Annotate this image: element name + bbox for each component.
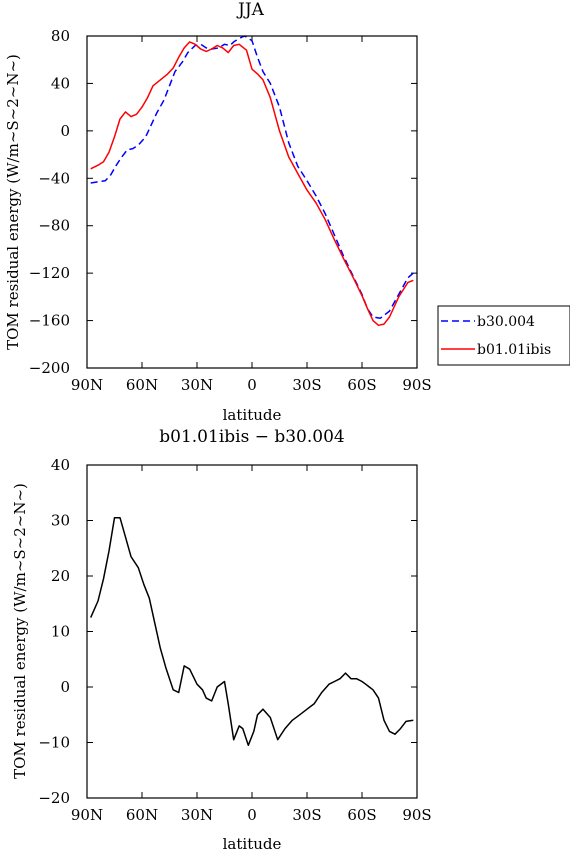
x-tick-label: 30S <box>292 806 321 824</box>
bottom-axis-ticks <box>86 464 418 799</box>
x-tick-label: 0 <box>247 806 257 824</box>
x-tick-label: 90S <box>402 806 431 824</box>
y-tick-label: −120 <box>29 264 70 282</box>
y-tick-label: 10 <box>51 623 70 641</box>
x-tick-label: 30S <box>292 376 321 394</box>
y-tick-label: 40 <box>51 456 70 474</box>
y-tick-label: −40 <box>38 169 70 187</box>
legend-label-b30: b30.004 <box>477 314 535 330</box>
x-tick-label: 90N <box>71 376 103 394</box>
legend: b30.004 b01.01ibis <box>437 305 570 366</box>
plot-frame <box>86 35 418 369</box>
legend-label-ibis: b01.01ibis <box>477 342 551 358</box>
top-series-group <box>90 35 414 327</box>
x-axis-label: latitude <box>223 835 282 851</box>
y-tick-label: 0 <box>60 122 70 140</box>
y-axis-label: TOM residual energy (W/m~S~2~N~) <box>4 54 22 350</box>
legend-box <box>437 305 570 366</box>
x-tick-label: 60N <box>126 376 158 394</box>
x-axis-label: latitude <box>223 406 282 424</box>
y-tick-label: −80 <box>38 217 70 235</box>
y-tick-label: 40 <box>51 74 70 92</box>
x-tick-labels: 90N 60N 30N 0 30S 60S 90S <box>71 806 432 824</box>
y-tick-labels: −200 −160 −120 −80 −40 0 40 80 <box>29 27 70 377</box>
y-axis-label: TOM residual energy (W/m~S~2~N~) <box>11 483 29 779</box>
x-tick-label: 90S <box>402 376 431 394</box>
x-tick-label: 60S <box>347 806 376 824</box>
chart-title: JJA <box>236 0 265 20</box>
top-line-chart: JJA 90N 60N 30N 0 30S 60S 90S −200−160−120−80−… <box>4 0 570 424</box>
x-tick-label: 30N <box>181 806 213 824</box>
y-tick-label: −20 <box>38 789 70 807</box>
y-tick-label: 0 <box>60 678 70 696</box>
y-tick-label: 30 <box>51 512 70 530</box>
x-tick-label: 0 <box>247 376 257 394</box>
x-tick-label: 30N <box>181 376 213 394</box>
bottom-series-group <box>90 516 414 747</box>
y-tick-label: 20 <box>51 567 70 585</box>
x-tick-label: 60S <box>347 376 376 394</box>
x-tick-labels: 90N 60N 30N 0 30S 60S 90S <box>71 376 432 394</box>
bottom-difference-chart: b01.01ibis − b30.004 90N 60N 30N 0 30S 60S 90S… <box>11 427 432 851</box>
y-tick-label: −200 <box>29 359 70 377</box>
x-tick-label: 60N <box>126 806 158 824</box>
series-line-b30-004 <box>90 35 414 319</box>
top-axis-ticks <box>86 35 418 369</box>
x-tick-label: 90N <box>71 806 103 824</box>
chart-title: b01.01ibis − b30.004 <box>159 427 344 447</box>
y-tick-labels: −20 −10 0 10 20 30 40 <box>38 456 70 807</box>
y-tick-label: −10 <box>38 734 70 752</box>
series-line-b01-01ibis <box>90 41 414 327</box>
series-line-difference <box>90 516 414 747</box>
plot-frame <box>86 464 418 799</box>
y-tick-label: −160 <box>29 312 70 330</box>
y-tick-label: 80 <box>51 27 70 45</box>
